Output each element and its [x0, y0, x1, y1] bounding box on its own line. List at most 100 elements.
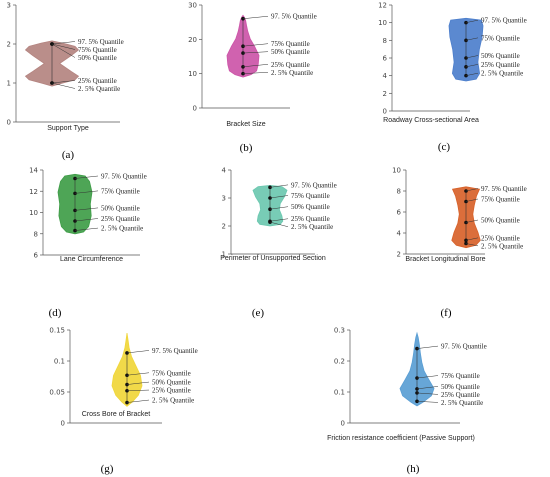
- quantile-leader: [416, 401, 439, 403]
- y-tick-label: 0: [193, 105, 197, 113]
- quantile-label: 2. 5% Quantile: [291, 223, 333, 231]
- quantile-label: 50% Quantile: [152, 379, 191, 387]
- quantile-label: 75% Quantile: [271, 40, 310, 48]
- y-tick-label: 20: [188, 36, 197, 44]
- quantile-leader: [51, 80, 76, 84]
- y-tick-label: 6: [397, 209, 402, 217]
- quantile-leader: [269, 218, 289, 222]
- quantile-leader: [465, 19, 479, 23]
- quantile-leader: [465, 55, 479, 59]
- y-tick-label: 0: [383, 108, 387, 116]
- y-tick-label: 0.3: [334, 327, 345, 335]
- quantile-leader: [242, 72, 269, 74]
- quantile-leader: [126, 389, 150, 392]
- y-tick-label: 0.2: [334, 358, 345, 366]
- panel-label: (b): [240, 142, 253, 154]
- y-tick-label: 2: [222, 223, 226, 231]
- y-tick-label: 10: [188, 70, 197, 78]
- quantile-label: 25% Quantile: [481, 61, 520, 69]
- quantile-leader: [126, 399, 150, 403]
- quantile-leader: [74, 190, 99, 194]
- violin-panel: 1 2 3 4 97. 5% Quantile 75% Quantile 50% Quant…: [220, 167, 336, 320]
- y-tick-label: 8: [397, 188, 401, 196]
- quantile-label: 75% Quantile: [78, 46, 117, 54]
- quantile-point: [415, 346, 419, 351]
- quantile-label: 50% Quantile: [78, 54, 117, 62]
- y-tick-label: 0.1: [334, 389, 345, 397]
- quantile-leader: [416, 392, 439, 395]
- quantile-leader: [465, 37, 479, 41]
- quantile-leader: [74, 207, 99, 211]
- quantile-label: 75% Quantile: [101, 187, 140, 195]
- panel-label: (c): [438, 141, 451, 153]
- y-tick-label: 6: [383, 55, 388, 63]
- quantile-leader: [242, 51, 269, 54]
- y-tick-label: 1: [222, 251, 226, 259]
- quantile-leader: [126, 350, 150, 354]
- y-tick-label: 0: [7, 119, 11, 127]
- y-tick-label: 6: [34, 252, 39, 260]
- quantile-label: 97. 5% Quantile: [481, 17, 527, 25]
- x-axis-label: Cross Bore of Bracket: [82, 411, 151, 418]
- quantile-label: 75% Quantile: [481, 34, 520, 42]
- quantile-leader: [242, 64, 269, 68]
- quantile-label: 25% Quantile: [101, 215, 140, 223]
- violin-panel: 6 8 10 12 14 97. 5% Quantile 75% Quantile 50% Q…: [29, 167, 147, 320]
- quantile-label: 25% Quantile: [152, 387, 191, 395]
- quantile-leader: [465, 188, 479, 192]
- quantile-leader: [51, 43, 76, 50]
- y-tick-label: 0: [341, 420, 345, 428]
- y-tick-label: 0: [61, 420, 65, 428]
- y-tick-label: 3: [222, 195, 226, 203]
- quantile-leader: [269, 184, 289, 188]
- quantile-label: 2. 5% Quantile: [441, 399, 483, 407]
- y-tick-label: 8: [383, 37, 387, 45]
- y-tick-label: 1: [7, 80, 11, 88]
- y-tick-label: 0.05: [49, 389, 65, 397]
- quantile-label: 97. 5% Quantile: [78, 38, 124, 46]
- quantile-leader: [465, 243, 479, 247]
- y-tick-label: 10: [392, 167, 401, 175]
- y-tick-label: 4: [383, 72, 388, 80]
- violin-panel: 2 4 6 8 10 97. 5% Quantile 75% Quantile 50% Qua…: [392, 167, 527, 320]
- quantile-point: [415, 387, 419, 391]
- quantile-label: 50% Quantile: [271, 48, 310, 56]
- quantile-label: 50% Quantile: [481, 217, 520, 225]
- y-tick-label: 4: [222, 167, 227, 175]
- y-tick-label: 2: [383, 90, 387, 98]
- x-axis-label: Friction resistance coefficient (Passive…: [327, 435, 475, 442]
- x-axis-label: Bracket Size: [226, 121, 265, 128]
- quantile-label: 97. 5% Quantile: [101, 173, 147, 181]
- quantile-leader: [126, 381, 150, 385]
- x-axis-label: Lane Circumference: [60, 256, 123, 263]
- y-tick-label: 4: [397, 230, 402, 238]
- y-tick-label: 3: [7, 2, 11, 10]
- y-tick-label: 30: [188, 2, 197, 10]
- quantile-label: 2. 5% Quantile: [481, 242, 523, 250]
- quantile-leader: [74, 227, 99, 231]
- panel-label: (a): [62, 149, 75, 161]
- quantile-label: 97. 5% Quantile: [152, 347, 198, 355]
- quantile-leader: [74, 175, 99, 179]
- quantile-label: 75% Quantile: [152, 369, 191, 377]
- y-tick-label: 12: [29, 188, 38, 196]
- panel-label: (h): [407, 463, 420, 475]
- quantile-leader: [465, 64, 479, 68]
- quantile-label: 2. 5% Quantile: [78, 85, 120, 93]
- quantile-leader: [269, 195, 289, 199]
- violin-panel: 0 0.05 0.1 0.15 97. 5% Quantile 75% Quantile 5…: [49, 327, 197, 476]
- y-tick-label: 8: [34, 230, 38, 238]
- x-axis-label: Perimeter of Unsupported Section: [220, 255, 326, 262]
- quantile-leader: [416, 386, 439, 390]
- quantile-label: 97. 5% Quantile: [271, 13, 317, 21]
- y-tick-label: 2: [397, 251, 401, 259]
- x-axis-label: Support Type: [47, 125, 89, 132]
- quantile-label: 25% Quantile: [78, 77, 117, 85]
- y-tick-label: 0.15: [49, 327, 65, 335]
- quantile-point: [125, 400, 129, 405]
- quantile-label: 2. 5% Quantile: [271, 69, 313, 77]
- quantile-label: 97. 5% Quantile: [441, 343, 487, 351]
